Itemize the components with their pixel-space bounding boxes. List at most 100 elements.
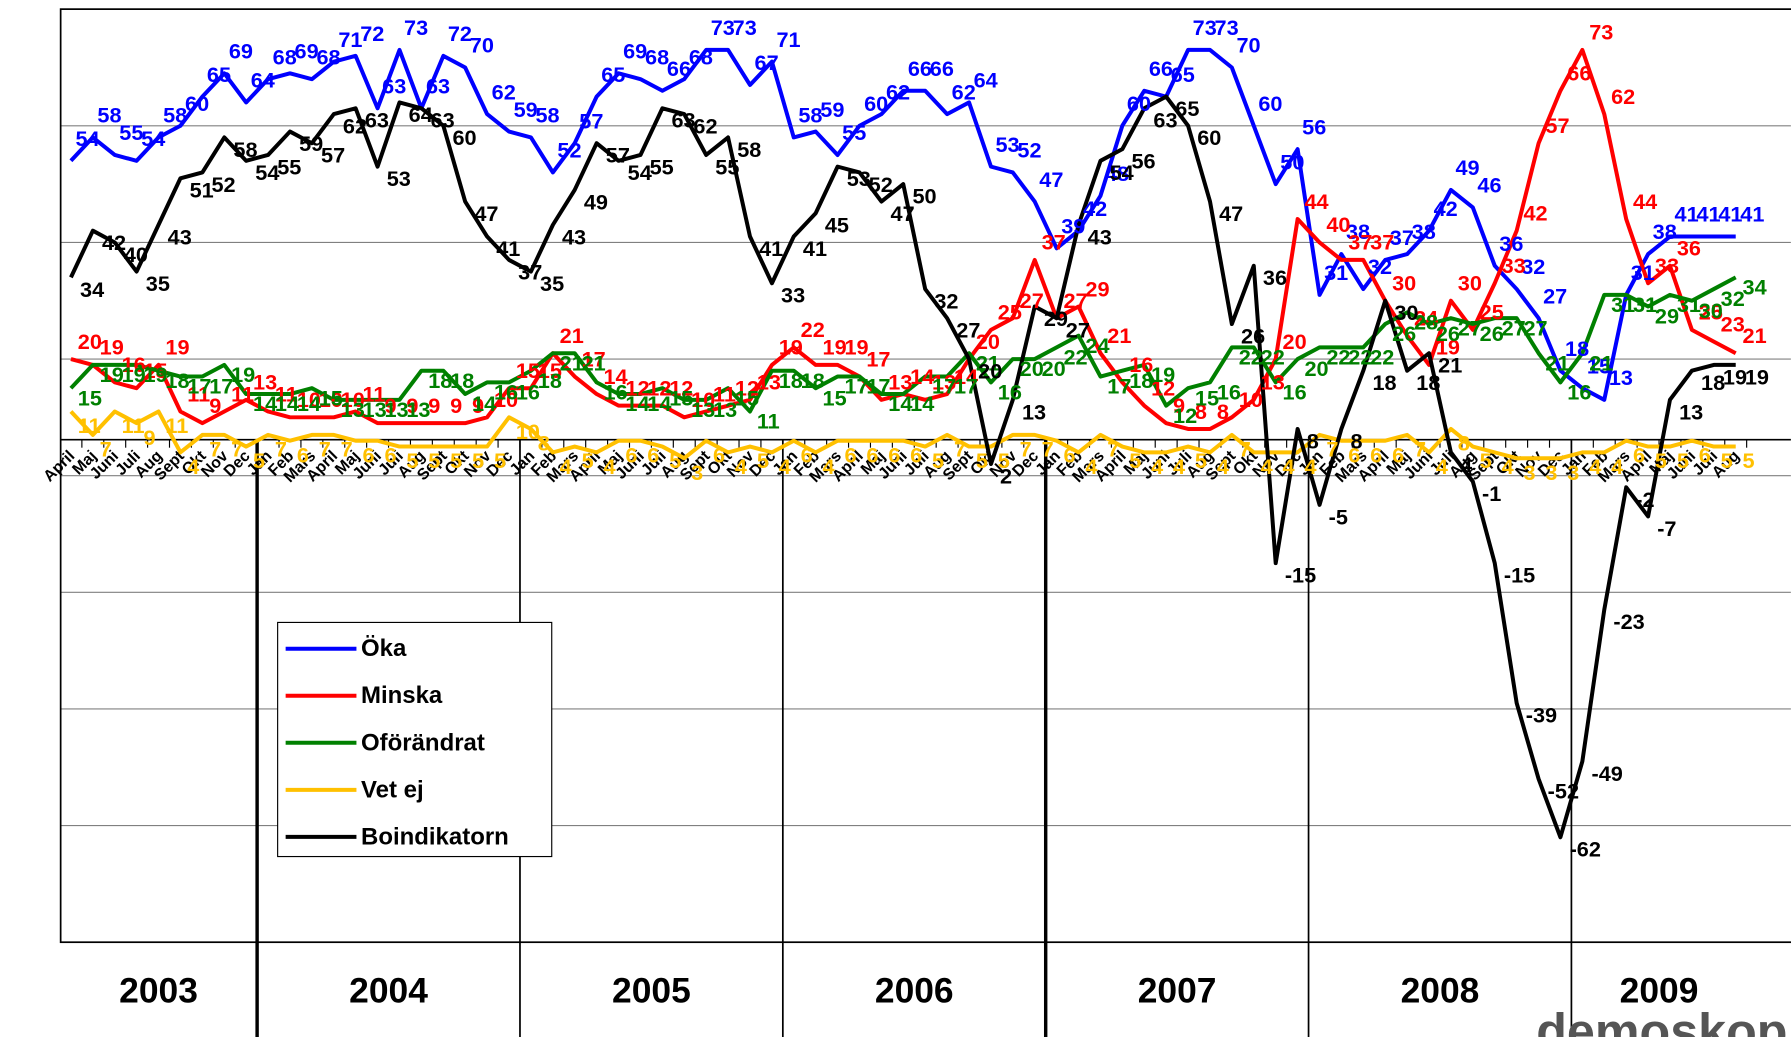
data-label: 47	[474, 201, 498, 226]
data-label: 62	[693, 114, 717, 139]
data-label: 15	[735, 385, 759, 410]
data-label: 9	[450, 393, 462, 418]
data-label: -2	[1635, 487, 1654, 512]
data-label: 3	[691, 460, 703, 485]
data-label: 58	[97, 103, 121, 128]
data-label: 4	[1436, 454, 1448, 479]
data-label: 63	[426, 73, 450, 98]
data-label: 73	[1589, 20, 1613, 45]
data-label: 33	[781, 283, 805, 308]
data-label: 62	[343, 114, 367, 139]
year-label: 2003	[119, 971, 198, 1011]
data-label: 6	[1370, 442, 1382, 467]
data-label: 6	[844, 442, 856, 467]
data-label: 4	[1611, 454, 1623, 479]
data-label: 73	[404, 15, 428, 40]
data-label: 68	[273, 44, 297, 69]
data-label: 12	[1151, 375, 1175, 400]
data-label: 55	[650, 154, 674, 179]
data-label: 16	[603, 380, 627, 405]
data-label: 4	[1304, 454, 1316, 479]
data-label: 15	[823, 385, 847, 410]
data-label: 10	[1239, 387, 1263, 412]
data-label: 35	[540, 271, 564, 296]
data-label: 7	[1326, 437, 1338, 462]
data-label: 63	[431, 108, 455, 133]
data-label: -7	[1657, 516, 1676, 541]
data-label: 19	[165, 335, 189, 360]
data-label: 4	[1085, 454, 1097, 479]
data-label: 26	[1436, 321, 1460, 346]
data-label: 4	[603, 454, 615, 479]
data-label: 21	[1589, 350, 1613, 375]
data-label: 62	[492, 79, 516, 104]
data-label: 17	[954, 374, 978, 399]
data-label: 5	[582, 448, 594, 473]
data-label: 49	[584, 189, 608, 214]
data-label: 7	[209, 437, 221, 462]
data-label: 21	[560, 323, 584, 348]
data-label: 45	[825, 213, 849, 238]
data-label: -49	[1592, 761, 1623, 786]
data-label: 10	[691, 387, 715, 412]
data-label: 21	[560, 350, 584, 375]
data-label: 26	[1241, 323, 1265, 348]
data-label: 58	[163, 103, 187, 128]
data-label: 22	[1261, 345, 1285, 370]
data-label: 8	[1458, 431, 1470, 456]
data-label: -62	[1570, 837, 1601, 862]
data-label: 14	[910, 391, 934, 416]
data-label: 47	[891, 201, 915, 226]
data-label: 30	[1392, 270, 1416, 295]
data-label: 13	[757, 370, 781, 395]
data-label: 41	[1718, 202, 1742, 227]
data-label: 10	[297, 387, 321, 412]
data-label: 17	[1107, 374, 1131, 399]
data-label: 17	[844, 374, 868, 399]
data-label: 18	[1701, 370, 1725, 395]
data-label: 13	[1609, 365, 1633, 390]
data-label: 8	[1217, 399, 1229, 424]
data-label: 6	[1633, 442, 1645, 467]
data-label: 64	[974, 68, 998, 93]
data-label: 52	[211, 172, 235, 197]
data-label: 9	[406, 393, 418, 418]
data-label: 29	[1044, 306, 1068, 331]
data-label: 19	[1745, 364, 1769, 389]
data-label: 64	[251, 68, 275, 93]
data-label: 16	[494, 380, 518, 405]
data-label: 44	[1633, 189, 1657, 214]
data-label: 60	[1258, 91, 1282, 116]
data-label: 53	[387, 166, 411, 191]
data-label: 59	[514, 97, 538, 122]
data-label: 56	[1302, 114, 1326, 139]
data-label: 4	[823, 454, 835, 479]
data-label: 73	[711, 15, 735, 40]
data-label: 66	[908, 56, 932, 81]
year-label: 2008	[1401, 971, 1480, 1011]
data-label: 30	[1394, 300, 1418, 325]
data-label: -5	[1329, 504, 1348, 529]
data-label: 32	[1721, 286, 1745, 311]
data-label: 4	[735, 454, 747, 479]
data-label: 42	[1524, 200, 1548, 225]
data-label: 7	[341, 437, 353, 462]
data-label: 11	[187, 381, 210, 406]
data-label: 27	[1543, 283, 1567, 308]
data-label: 14	[253, 391, 277, 416]
data-label: 34	[1743, 275, 1767, 300]
data-label: 18	[801, 368, 825, 393]
data-label: 57	[606, 143, 630, 168]
data-label: 37	[1370, 230, 1394, 255]
legend: Öka Minska Oförändrat Vet ej Boindikatorn	[277, 621, 553, 858]
data-label: 3	[1545, 460, 1557, 485]
data-label: 8	[538, 431, 550, 456]
data-label: 19	[1723, 364, 1747, 389]
data-label: 20	[1020, 356, 1044, 381]
data-label: 27	[1063, 288, 1087, 313]
data-label: 8	[1307, 428, 1319, 453]
data-label: 38	[1653, 219, 1677, 244]
data-label: 19	[823, 335, 847, 360]
data-label: -15	[1504, 563, 1535, 588]
